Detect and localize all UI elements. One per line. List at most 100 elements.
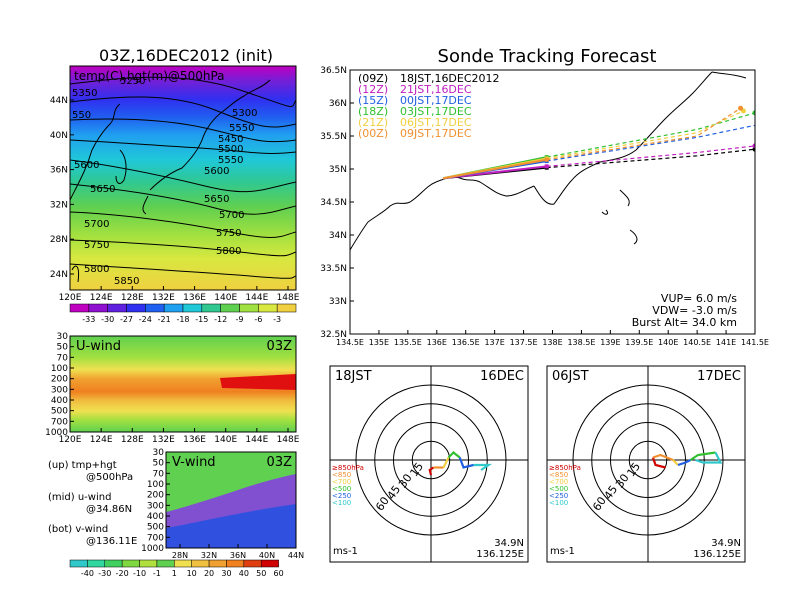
descent-rate-text: VDW= -3.0 m/s xyxy=(652,304,737,317)
legend-text: 03JST,17DEC xyxy=(400,105,472,118)
hodograph-date: 16DEC xyxy=(480,369,524,384)
x-tick-label: 32N xyxy=(201,551,217,560)
hodograph-trace xyxy=(442,457,450,468)
hodograph-lon: 136.125E xyxy=(693,549,741,560)
contour-label: 5750 xyxy=(216,228,241,239)
wind-colorbar: -40 -30 -20 -10 -1 1 10 20 30 40 50 60 xyxy=(69,559,284,578)
level-legend-item: <850 xyxy=(549,471,568,479)
hodograph-unit: ms-1 xyxy=(333,546,358,557)
colorbar-label: -27 xyxy=(120,315,133,324)
note-line: (bot) v-wind xyxy=(48,524,108,535)
y-tick-label: 700 xyxy=(147,533,164,543)
x-tick-label: 135.5E xyxy=(394,338,422,347)
contour-label: 5700 xyxy=(84,219,109,230)
level-legend-item: <700 xyxy=(549,478,568,486)
colorbar-label: 30 xyxy=(221,569,231,578)
colorbar-swatch xyxy=(69,559,88,568)
colorbar-label: -3 xyxy=(273,315,281,324)
y-tick-label: 700 xyxy=(51,417,68,427)
x-tick-label: 141E xyxy=(716,338,736,347)
hodograph-time: 06JST xyxy=(552,369,589,384)
colorbar-swatch xyxy=(87,559,106,568)
colorbar-swatch xyxy=(260,559,279,568)
u-wind-x-axis: 120E 124E 128E 132E 136E 140E 144E 148E xyxy=(59,428,300,445)
level-legend-item: <100 xyxy=(332,499,351,507)
colorbar-label: 20 xyxy=(204,569,214,578)
x-tick-label: 148E xyxy=(277,293,300,303)
y-tick-label: 34.5N xyxy=(320,198,347,208)
track-descent-line xyxy=(546,148,755,169)
hodograph-trace xyxy=(458,457,474,469)
y-tick-label: 24N xyxy=(50,270,68,280)
hodograph-trace xyxy=(473,463,493,471)
temp-map-label: temp(C),hgt(m)@500hPa xyxy=(74,69,225,83)
level-legend-item: <250 xyxy=(332,492,351,500)
coastline xyxy=(70,79,271,283)
colorbar-label: -10 xyxy=(133,569,146,578)
colorbar-swatch xyxy=(201,303,221,313)
u-wind-label: U-wind xyxy=(76,339,121,354)
y-tick-label: 35N xyxy=(329,165,347,175)
level-legend-item: <100 xyxy=(549,499,568,507)
legend-key: (00Z) xyxy=(358,127,388,140)
y-tick-label: 100 xyxy=(147,480,164,490)
track-legend: (09Z) 18JST,16DEC2012 (12Z) 21JST,16DEC (15Z… xyxy=(358,72,500,140)
level-legend-item: ≥850hPa xyxy=(549,464,581,472)
colorbar-label: 10 xyxy=(187,569,197,578)
colorbar-swatch xyxy=(276,303,297,313)
landing-marker xyxy=(758,122,763,127)
y-tick-label: 50 xyxy=(153,459,165,469)
contour-label: 550 xyxy=(72,110,91,121)
level-legend-item: ≥850hPa xyxy=(332,464,364,472)
y-tick-label: 500 xyxy=(51,407,68,417)
x-tick-label: 36N xyxy=(230,551,246,560)
left-panel-title: 03Z,16DEC2012 (init) xyxy=(99,46,273,65)
x-tick-label: 140E xyxy=(214,293,237,303)
x-tick-label: 128E xyxy=(121,435,144,445)
hodograph-trace xyxy=(447,451,461,459)
hodograph-date: 17DEC xyxy=(697,369,741,384)
colorbar-label: -1 xyxy=(153,569,161,578)
y-tick-label: 70 xyxy=(57,353,69,363)
colorbar-label: -30 xyxy=(101,315,114,324)
colorbar-swatch xyxy=(145,303,165,313)
contour-label: 5600 xyxy=(204,166,229,177)
v-wind-x-axis: 28N 32N 36N 40N 44N xyxy=(172,544,304,560)
x-tick-label: 135E xyxy=(369,338,389,347)
colorbar-label: 50 xyxy=(256,569,266,578)
x-tick-label: 140E xyxy=(658,338,678,347)
v-wind-time: 03Z xyxy=(267,455,293,470)
contour-label: 5800 xyxy=(216,246,241,257)
landing-marker xyxy=(752,110,755,116)
colorbar-swatch xyxy=(126,303,146,313)
contour-labels: 5250 5350 550 5300 5550 5450 5500 5550 5… xyxy=(72,76,257,287)
temp-map-frame xyxy=(69,65,297,291)
note-line: (up) tmp+hgt xyxy=(48,460,117,471)
y-tick-label: 30 xyxy=(57,332,69,342)
y-tick-label: 200 xyxy=(147,491,164,501)
y-tick-label: 400 xyxy=(147,512,164,522)
x-tick-label: 134.5E xyxy=(336,338,364,347)
colorbar-swatch xyxy=(88,303,108,313)
y-tick-label: 34N xyxy=(329,231,347,241)
level-legend-item: <250 xyxy=(549,492,568,500)
colorbar-swatch xyxy=(239,303,259,313)
track-plot-area xyxy=(350,71,763,251)
x-tick-label: 140.5E xyxy=(683,338,711,347)
hodograph-trace xyxy=(689,451,716,461)
sonde-tracks xyxy=(442,105,763,180)
y-tick-label: 36N xyxy=(329,99,347,109)
v-wind-frame xyxy=(165,451,297,549)
y-tick-label: 40N xyxy=(50,131,68,141)
y-tick-label: 500 xyxy=(147,523,164,533)
hodograph-frame xyxy=(546,365,746,563)
colorbar-label: -15 xyxy=(195,315,208,324)
y-tick-label: 1000 xyxy=(141,544,164,554)
level-legend-item: <850 xyxy=(332,471,351,479)
hodograph-trace xyxy=(651,457,666,469)
track-y-axis: 32.5N 33N 33.5N 34N 34.5N 35N 35.5N 36N 36.5N xyxy=(320,66,354,340)
